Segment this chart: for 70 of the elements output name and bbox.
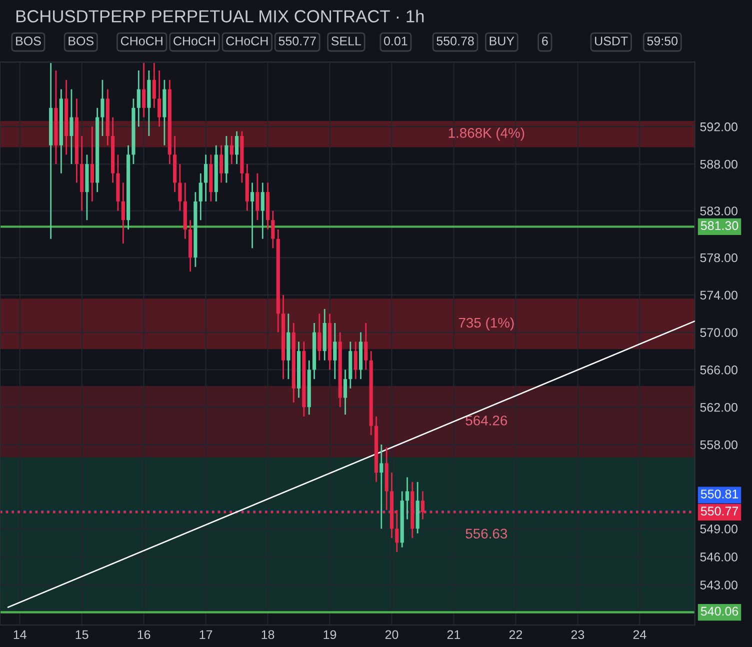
x-tick-label: 20 [385, 630, 398, 640]
x-tick-label: 23 [571, 630, 584, 640]
text: BOS [68, 36, 94, 46]
x-tick-label: 22 [509, 630, 522, 639]
x-tick-label: 19 [324, 630, 336, 640]
x-tick-label: 15 [76, 630, 88, 640]
band-label: 1.868K (4%) [448, 128, 524, 141]
candlestick [343, 369, 348, 416]
candlestick [354, 340, 358, 380]
candlestick [219, 144, 224, 184]
band-label: 735 (1%) [458, 317, 514, 330]
candlestick [380, 444, 384, 530]
y-tick-label: 583.00 [700, 206, 738, 216]
x-tick-label: 18 [262, 630, 274, 640]
candlestick [136, 70, 140, 128]
y-tick-label: 566.00 [700, 366, 738, 374]
band-label: 564.26 [466, 416, 508, 426]
y-tick-label: 570.00 [700, 328, 738, 337]
candlestick [100, 79, 104, 137]
text: CHoCH [174, 36, 215, 46]
y-tick-label: 578.00 [700, 253, 738, 262]
text: SELL [331, 36, 362, 46]
text: 550.78 [436, 36, 474, 46]
text: USDT [595, 36, 628, 46]
text: 0.01 [384, 36, 408, 46]
band-label: 556.63 [466, 528, 508, 539]
candlestick [90, 126, 94, 202]
y-tick-label: 549.00 [700, 524, 738, 534]
x-tick-label: 16 [138, 630, 150, 640]
y-tick-label: 546.00 [700, 552, 738, 562]
text: BOS [16, 36, 41, 46]
x-tick-label: 21 [447, 630, 460, 639]
chart-title: BCHUSDTPERP PERPETUAL MIX CONTRACT · 1h [16, 10, 424, 22]
y-tick-label: 592.00 [700, 122, 738, 132]
text: 59:50 [647, 36, 678, 46]
candlestick [405, 476, 410, 520]
candlestick [121, 182, 125, 244]
candlestick [260, 182, 264, 240]
candlestick [230, 135, 234, 165]
y-tick-label: 562.00 [700, 402, 738, 412]
text: CHoCH [120, 36, 162, 46]
candlestick [70, 88, 74, 165]
candlestick [198, 172, 202, 221]
candlestick [234, 130, 239, 165]
y-tick-label: 558.00 [700, 440, 738, 450]
y-tick-label: 543.00 [700, 580, 738, 590]
text: CHoCH [226, 36, 268, 46]
candlestick [204, 154, 208, 202]
candlestick [142, 62, 146, 118]
candlestick [178, 163, 182, 212]
candlestick [318, 312, 322, 362]
y-tick-label: 588.00 [700, 160, 738, 169]
x-tick-label: 24 [633, 630, 646, 639]
text: BUY [490, 36, 514, 46]
candlestick [158, 70, 162, 128]
ref-line-label: 540.06 [700, 606, 738, 616]
candlestick [333, 322, 337, 380]
ref-line-label: 581.30 [700, 221, 738, 230]
x-tick-label: 14 [14, 630, 26, 639]
y-tick-label: 574.00 [700, 290, 738, 300]
candlestick [256, 172, 260, 221]
candlestick [152, 62, 156, 109]
text: 550.77 [278, 36, 316, 46]
candlestick [271, 210, 275, 249]
candlestick [250, 182, 254, 249]
text: 6 [542, 36, 548, 46]
x-tick-label: 17 [200, 630, 212, 639]
ref-line-label: 550.81 [700, 490, 738, 498]
ref-line-label: 550.77 [700, 506, 738, 516]
candlestick [364, 322, 368, 370]
